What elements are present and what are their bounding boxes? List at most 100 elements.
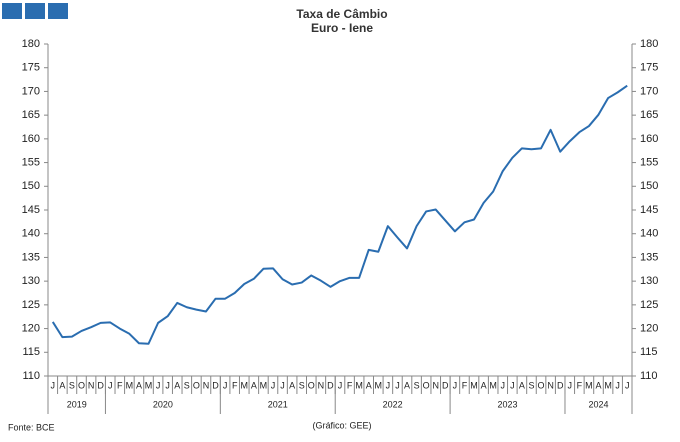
x-tick-label: J: [165, 380, 170, 390]
x-tick-label: A: [366, 380, 372, 390]
y2-tick-label: 110: [640, 370, 658, 382]
x-tick-label: O: [78, 380, 85, 390]
x-group-label: 2024: [588, 399, 608, 409]
x-group-label: 2022: [383, 399, 403, 409]
x-tick-label: J: [625, 380, 630, 390]
x-tick-label: A: [59, 380, 65, 390]
y2-tick-label: 125: [640, 299, 658, 311]
x-tick-label: O: [423, 380, 430, 390]
y2-tick-label: 155: [640, 156, 658, 168]
y-tick-label: 150: [22, 180, 40, 192]
x-tick-label: J: [615, 380, 620, 390]
x-tick-label: S: [69, 380, 75, 390]
x-tick-label: A: [404, 380, 410, 390]
y2-tick-label: 175: [640, 62, 658, 74]
x-tick-label: A: [251, 380, 257, 390]
chart-subtitle: Euro - Iene: [311, 21, 373, 35]
x-tick-label: D: [97, 380, 104, 390]
x-tick-label: F: [577, 380, 583, 390]
chart-title: Taxa de Câmbio: [296, 7, 387, 21]
logo-block: [48, 3, 68, 19]
y2-tick-label: 170: [640, 85, 658, 97]
x-tick-label: J: [386, 380, 391, 390]
x-group-label: 2021: [268, 399, 288, 409]
x-tick-label: N: [318, 380, 325, 390]
x-tick-label: S: [184, 380, 190, 390]
y2-tick-label: 115: [640, 346, 658, 358]
x-tick-label: A: [519, 380, 525, 390]
x-tick-label: A: [289, 380, 295, 390]
y2-tick-label: 120: [640, 322, 658, 334]
x-tick-label: D: [557, 380, 564, 390]
x-tick-label: D: [442, 380, 449, 390]
y-tick-label: 165: [22, 109, 40, 121]
x-tick-label: J: [280, 380, 285, 390]
credit: (Gráfico: GEE): [312, 420, 371, 430]
logo-block: [25, 3, 45, 19]
x-tick-label: J: [453, 380, 458, 390]
x-tick-label: M: [126, 380, 134, 390]
x-tick-label: J: [223, 380, 228, 390]
x-tick-label: N: [547, 380, 554, 390]
y-tick-label: 110: [22, 370, 40, 382]
source: Fonte: BCE: [8, 422, 55, 432]
y-tick-label: 130: [22, 275, 40, 287]
x-tick-label: J: [51, 380, 56, 390]
x-group-label: 2023: [498, 399, 518, 409]
x-tick-label: N: [88, 380, 95, 390]
y-tick-label: 180: [22, 38, 40, 50]
x-tick-label: J: [395, 380, 400, 390]
x-tick-label: M: [585, 380, 593, 390]
x-tick-label: J: [271, 380, 276, 390]
x-tick-label: F: [347, 380, 353, 390]
x-tick-label: N: [432, 380, 439, 390]
y-tick-label: 175: [22, 62, 40, 74]
x-tick-label: O: [193, 380, 200, 390]
y2-tick-label: 130: [640, 275, 658, 287]
x-tick-label: F: [117, 380, 123, 390]
x-tick-label: J: [156, 380, 161, 390]
x-tick-label: S: [414, 380, 420, 390]
x-tick-label: N: [203, 380, 210, 390]
y2-tick-label: 150: [640, 180, 658, 192]
y-tick-label: 155: [22, 156, 40, 168]
y-tick-label: 160: [22, 133, 40, 145]
x-tick-label: J: [338, 380, 343, 390]
x-tick-label: F: [462, 380, 468, 390]
x-tick-label: M: [470, 380, 478, 390]
x-tick-label: D: [212, 380, 219, 390]
x-tick-label: M: [489, 380, 497, 390]
y-tick-label: 125: [22, 299, 40, 311]
y2-tick-label: 160: [640, 133, 658, 145]
x-tick-label: F: [232, 380, 238, 390]
x-tick-label: J: [108, 380, 113, 390]
y2-tick-label: 145: [640, 204, 658, 216]
x-tick-label: M: [604, 380, 612, 390]
x-tick-label: J: [568, 380, 573, 390]
y-tick-label: 115: [22, 346, 40, 358]
logo-block: [2, 3, 22, 19]
x-tick-label: J: [510, 380, 515, 390]
x-group-label: 2020: [153, 399, 173, 409]
x-tick-label: A: [481, 380, 487, 390]
x-tick-label: M: [241, 380, 249, 390]
x-tick-label: A: [136, 380, 142, 390]
x-tick-label: J: [501, 380, 506, 390]
y-tick-label: 120: [22, 322, 40, 334]
x-tick-label: M: [145, 380, 153, 390]
y-tick-label: 140: [22, 228, 40, 240]
line: [51, 84, 628, 345]
x-tick-label: D: [327, 380, 334, 390]
y-tick-label: 135: [22, 251, 40, 263]
x-tick-label: A: [595, 380, 601, 390]
x-tick-label: M: [375, 380, 383, 390]
x-tick-label: O: [308, 380, 315, 390]
y2-tick-label: 135: [640, 251, 658, 263]
y-tick-label: 170: [22, 85, 40, 97]
x-group-label: 2019: [67, 399, 87, 409]
y2-tick-label: 165: [640, 109, 658, 121]
y-tick-label: 145: [22, 204, 40, 216]
x-tick-label: M: [260, 380, 268, 390]
y2-tick-label: 180: [640, 38, 658, 50]
